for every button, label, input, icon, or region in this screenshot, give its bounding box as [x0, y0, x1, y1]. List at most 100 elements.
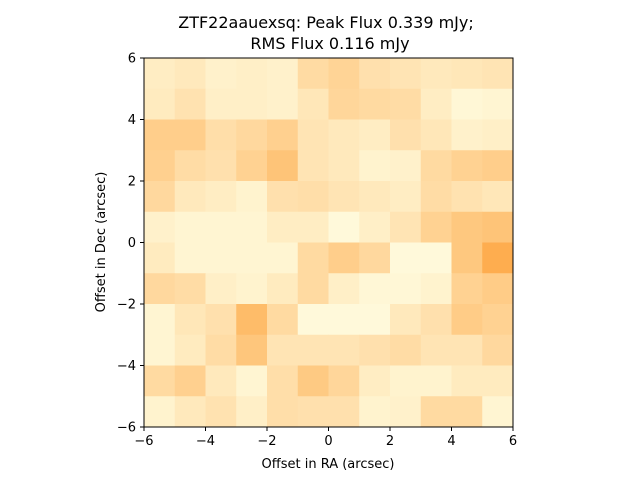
heatmap-cell [205, 396, 237, 428]
heatmap-cell [482, 58, 514, 90]
y-tick-label: 4 [128, 113, 136, 128]
heatmap-cell [144, 181, 176, 213]
heatmap-cell [267, 304, 299, 336]
x-axis-ticks: −6 −4 −2 0 2 4 6 [134, 427, 517, 449]
y-axis-label: Offset in Dec (arcsec) [94, 172, 109, 313]
heatmap-cell [144, 58, 176, 90]
heatmap-cell [267, 365, 299, 397]
heatmap-cell [328, 334, 360, 366]
heatmap-cell [420, 365, 452, 397]
heatmap-cell [451, 119, 483, 151]
heatmap-cell [451, 88, 483, 120]
heatmap-cell [359, 334, 391, 366]
heatmap-cell [390, 396, 422, 428]
heatmap-cell [420, 334, 452, 366]
heatmap-cell [174, 334, 206, 366]
heatmap-cell [420, 150, 452, 182]
heatmap-cell [451, 181, 483, 213]
heatmap-cell [144, 365, 176, 397]
heatmap-cell [297, 181, 329, 213]
heatmap-cell [390, 181, 422, 213]
x-tick-label: 0 [324, 434, 332, 449]
heatmap-cell [328, 304, 360, 336]
heatmap-cell [390, 211, 422, 243]
heatmap-cell [236, 304, 268, 336]
x-tick-label: 6 [509, 434, 517, 449]
heatmap-cell [420, 58, 452, 90]
heatmap-cell [236, 119, 268, 151]
heatmap-cell [267, 242, 299, 274]
heatmap-cell [144, 304, 176, 336]
heatmap-cell [236, 88, 268, 120]
heatmap-cell [390, 119, 422, 151]
heatmap-cell [205, 365, 237, 397]
x-tick-label: 2 [386, 434, 394, 449]
heatmap-cell [267, 396, 299, 428]
heatmap-cell [144, 88, 176, 120]
heatmap-cell [390, 304, 422, 336]
x-tick-label: −2 [257, 434, 276, 449]
heatmap-cell [174, 58, 206, 90]
heatmap-cell [205, 273, 237, 305]
y-tick-label: −4 [117, 359, 136, 374]
heatmap-cell [236, 181, 268, 213]
x-tick-label: −4 [196, 434, 215, 449]
heatmap-cell [267, 181, 299, 213]
heatmap-cell [236, 273, 268, 305]
heatmap-cell [359, 211, 391, 243]
heatmap-cell [144, 396, 176, 428]
heatmap-cell [482, 304, 514, 336]
heatmap-cell [267, 88, 299, 120]
heatmap-cell [328, 119, 360, 151]
heatmap-cell [297, 211, 329, 243]
heatmap-cell [390, 334, 422, 366]
heatmap-cell [359, 365, 391, 397]
heatmap-cell [297, 304, 329, 336]
heatmap-cell [482, 365, 514, 397]
x-tick-label: −6 [134, 434, 153, 449]
heatmap-cell [174, 119, 206, 151]
y-tick-label: 0 [128, 236, 136, 251]
heatmap-cell [451, 334, 483, 366]
heatmap-cell [390, 58, 422, 90]
heatmap-cell [420, 88, 452, 120]
heatmap-cell [267, 58, 299, 90]
heatmap-cell [328, 181, 360, 213]
chart-title-line-1: ZTF22aauexsq: Peak Flux 0.339 mJy; [178, 13, 474, 32]
heatmap-cell [205, 304, 237, 336]
heatmap-cell [420, 304, 452, 336]
heatmap-cell [236, 334, 268, 366]
heatmap-cell [144, 242, 176, 274]
heatmap-cell [390, 365, 422, 397]
heatmap-cell [174, 273, 206, 305]
heatmap-cell [174, 242, 206, 274]
heatmap-cell [236, 242, 268, 274]
heatmap-cell [482, 396, 514, 428]
heatmap-cell [205, 211, 237, 243]
heatmap-cell [359, 304, 391, 336]
heatmap-cell [482, 242, 514, 274]
heatmap-cell [174, 304, 206, 336]
heatmap-cell [420, 242, 452, 274]
heatmap-cell [482, 150, 514, 182]
heatmap-cell [420, 396, 452, 428]
y-tick-label: −2 [117, 298, 136, 313]
heatmap-cell [267, 119, 299, 151]
heatmap-cell [174, 211, 206, 243]
heatmap-cell [451, 58, 483, 90]
heatmap-cell [236, 365, 268, 397]
heatmap-cell [328, 273, 360, 305]
heatmap-cell [174, 88, 206, 120]
x-tick-label: 4 [447, 434, 455, 449]
y-tick-label: 2 [128, 175, 136, 190]
heatmap-cell [451, 396, 483, 428]
heatmap-cell [451, 273, 483, 305]
heatmap-cell [390, 150, 422, 182]
heatmap-cell [390, 88, 422, 120]
heatmap-cell [144, 211, 176, 243]
heatmap-cell [297, 242, 329, 274]
heatmap-cell [482, 181, 514, 213]
heatmap-cell [236, 58, 268, 90]
heatmap-cell [297, 58, 329, 90]
heatmap-cell [451, 365, 483, 397]
